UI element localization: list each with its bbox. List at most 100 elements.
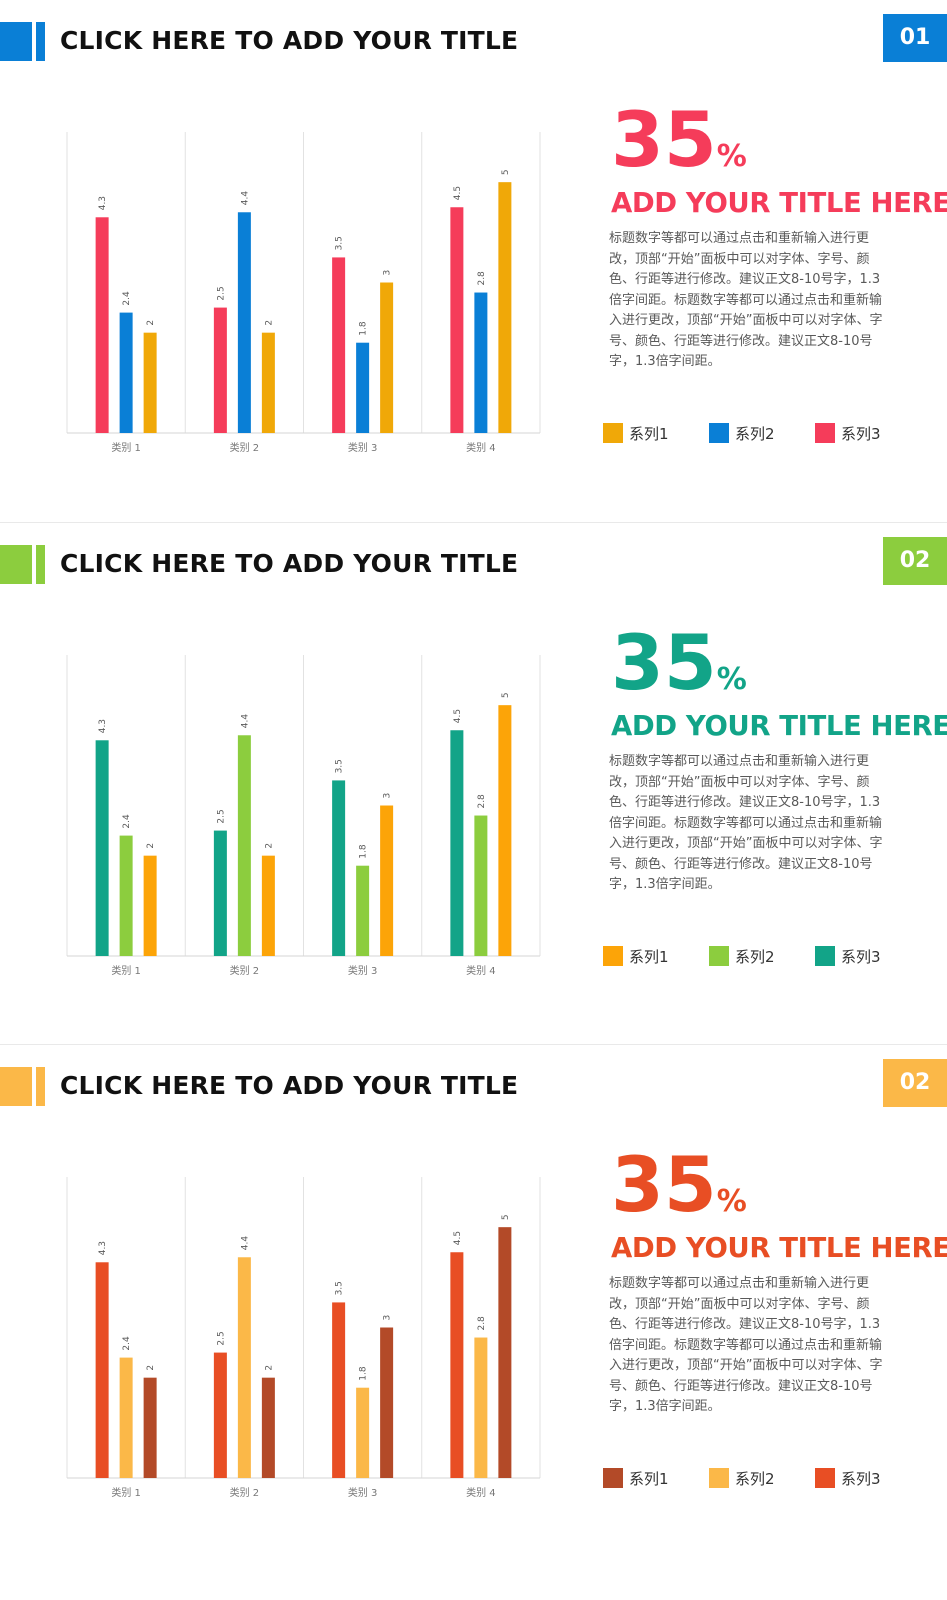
title-accent-stripe xyxy=(36,545,45,584)
data-label: 3 xyxy=(383,793,393,799)
chart-legend: 系列1 系列2 系列3 xyxy=(0,945,947,969)
bar xyxy=(119,1357,133,1478)
bar xyxy=(143,332,157,433)
legend-label: 系列1 xyxy=(629,425,669,443)
data-label: 2.8 xyxy=(477,794,487,809)
slide-title[interactable]: CLICK HERE TO ADD YOUR TITLE xyxy=(60,1071,519,1100)
bar xyxy=(498,182,512,433)
data-label: 2 xyxy=(264,843,274,849)
data-label: 2 xyxy=(264,1365,274,1371)
data-label: 2 xyxy=(146,1365,156,1371)
description-text[interactable]: 标题数字等都可以通过点击和重新输入进行更改，顶部“开始”面板中可以对字体、字号、… xyxy=(609,754,883,892)
legend-swatch xyxy=(603,946,623,966)
x-tick-label: 类别 3 xyxy=(348,441,378,454)
highlight-title[interactable]: ADD YOUR TITLE HERE xyxy=(611,710,947,742)
bar xyxy=(237,735,251,956)
bar-chart: 4.3 2.4 2 类别 1 2.5 4.4 2 类别 2 3.5 1.8 3 类别 3 4.5 2.8 5… xyxy=(66,655,541,977)
legend-swatch xyxy=(709,946,729,966)
chart-legend: 系列1 系列2 系列3 xyxy=(0,422,947,446)
highlight-title[interactable]: ADD YOUR TITLE HERE xyxy=(611,187,947,219)
title-accent-bar xyxy=(0,1067,32,1106)
x-tick-label: 类别 4 xyxy=(466,441,496,454)
bar-chart: 4.3 2.4 2 类别 1 2.5 4.4 2 类别 2 3.5 1.8 3 类别 3 4.5 2.8 5… xyxy=(66,1177,541,1499)
bar xyxy=(380,805,394,956)
slide-1: CLICK HERE TO ADD YOUR TITLE 01 4.3 2.4 2 类别 … xyxy=(0,0,947,533)
data-label: 2.4 xyxy=(122,814,132,829)
data-label: 1.8 xyxy=(359,844,369,859)
x-tick-label: 类别 2 xyxy=(230,1486,260,1499)
data-label: 4.4 xyxy=(240,714,250,729)
title-accent-bar xyxy=(0,545,32,584)
bar xyxy=(474,1337,488,1478)
percentage-value: 35 xyxy=(611,1140,717,1229)
bar xyxy=(332,257,346,433)
data-label: 2.5 xyxy=(216,286,226,300)
highlight-percentage[interactable]: 35% xyxy=(611,102,747,178)
data-label: 3 xyxy=(383,1315,393,1321)
percentage-unit: % xyxy=(716,1184,747,1219)
legend-label: 系列2 xyxy=(735,425,775,443)
description-text[interactable]: 标题数字等都可以通过点击和重新输入进行更改，顶部“开始”面板中可以对字体、字号、… xyxy=(609,231,883,369)
legend-swatch xyxy=(815,946,835,966)
data-label: 2.5 xyxy=(216,809,226,823)
data-label: 4.4 xyxy=(240,1236,250,1251)
data-label: 2.8 xyxy=(477,271,487,286)
highlight-percentage[interactable]: 35% xyxy=(611,1147,747,1223)
legend-label: 系列1 xyxy=(629,1470,669,1488)
bar xyxy=(261,332,275,433)
bar xyxy=(356,865,370,956)
bar xyxy=(213,1352,227,1478)
data-label: 3 xyxy=(383,270,393,276)
data-label: 4.4 xyxy=(240,191,250,206)
bar xyxy=(261,855,275,956)
highlight-percentage[interactable]: 35% xyxy=(611,625,747,701)
bar xyxy=(380,282,394,433)
x-tick-label: 类别 4 xyxy=(466,1486,496,1499)
bar xyxy=(95,1262,109,1478)
x-tick-label: 类别 4 xyxy=(466,964,496,977)
data-label: 5 xyxy=(501,692,511,698)
data-label: 2.5 xyxy=(216,1331,226,1345)
legend-label: 系列3 xyxy=(841,1470,881,1488)
bar xyxy=(143,1377,157,1478)
legend-label: 系列1 xyxy=(629,948,669,966)
legend-swatch xyxy=(603,423,623,443)
highlight-title[interactable]: ADD YOUR TITLE HERE xyxy=(611,1232,947,1264)
percentage-value: 35 xyxy=(611,618,717,707)
legend-swatch xyxy=(709,1468,729,1488)
slide-title[interactable]: CLICK HERE TO ADD YOUR TITLE xyxy=(60,26,519,55)
chart-legend: 系列1 系列2 系列3 xyxy=(0,1467,947,1491)
data-label: 3.5 xyxy=(335,236,345,250)
bar xyxy=(380,1327,394,1478)
data-label: 2.8 xyxy=(477,1316,487,1331)
bar xyxy=(474,292,488,433)
bar xyxy=(356,342,370,433)
description-text[interactable]: 标题数字等都可以通过点击和重新输入进行更改，顶部“开始”面板中可以对字体、字号、… xyxy=(609,1276,883,1414)
data-label: 2 xyxy=(146,843,156,849)
x-tick-label: 类别 3 xyxy=(348,1486,378,1499)
bar xyxy=(95,217,109,433)
slide-title[interactable]: CLICK HERE TO ADD YOUR TITLE xyxy=(60,549,519,578)
bar xyxy=(119,835,133,956)
bar-chart: 4.3 2.4 2 类别 1 2.5 4.4 2 类别 2 3.5 1.8 3 类别 3 4.5 2.8 5… xyxy=(66,132,541,454)
legend-swatch xyxy=(709,423,729,443)
slide-3: CLICK HERE TO ADD YOUR TITLE 02 4.3 2.4 2 类别 … xyxy=(0,1045,947,1578)
title-accent-stripe xyxy=(36,22,45,61)
title-accent-stripe xyxy=(36,1067,45,1106)
slide-2: CLICK HERE TO ADD YOUR TITLE 02 4.3 2.4 2 类别 … xyxy=(0,523,947,1056)
bar xyxy=(237,212,251,433)
x-tick-label: 类别 1 xyxy=(111,441,141,454)
percentage-unit: % xyxy=(716,662,747,697)
bar xyxy=(498,705,512,956)
data-label: 3.5 xyxy=(335,759,345,773)
data-label: 3.5 xyxy=(335,1281,345,1295)
data-label: 4.5 xyxy=(453,709,463,723)
slide-number-badge: 02 xyxy=(883,1059,947,1107)
bar xyxy=(498,1227,512,1478)
data-label: 5 xyxy=(501,169,511,175)
bar xyxy=(332,1302,346,1478)
slide-separator xyxy=(0,1044,947,1045)
bar xyxy=(237,1257,251,1478)
bar xyxy=(450,730,464,956)
x-tick-label: 类别 1 xyxy=(111,1486,141,1499)
